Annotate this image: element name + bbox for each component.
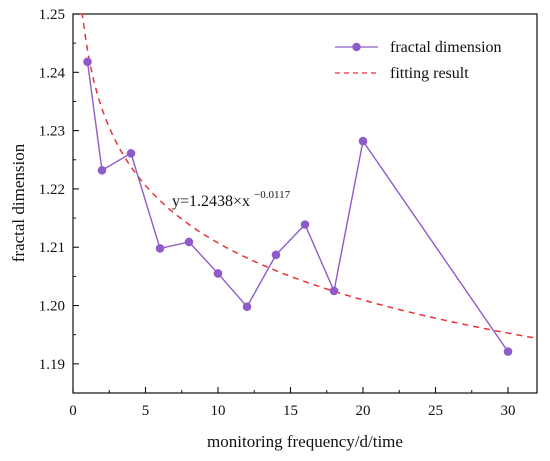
plot-frame [72,13,538,394]
fit-equation-annotation: y=1.2438×x −0.0117 [172,189,291,210]
fit-equation-base: y=1.2438×x [172,193,250,210]
fractal-dimension-layer [83,57,513,356]
y-tick-label: 1.23 [39,124,65,140]
y-tick-label: 1.20 [39,299,65,315]
fractal-dimension-point [503,347,513,356]
x-axis-title: monitoring frequency/d/time [207,432,403,451]
fractal-dimension-point [242,302,252,312]
y-axis-title: fractal dimension [9,143,28,262]
fitting-result-layer [80,13,535,339]
fractal-dimension-point [184,237,194,247]
y-tick-label: 1.22 [39,182,65,198]
fractal-dimension-point [329,286,339,296]
fractal-dimension-point [126,149,136,158]
fractal-dimension-point [83,57,92,67]
y-tick-label: 1.25 [39,7,65,23]
x-tick-label: 0 [69,403,77,419]
legend: fractal dimension fitting result [335,39,502,82]
y-tick-label: 1.24 [39,65,66,81]
legend-fitting-result-label: fitting result [390,65,469,82]
legend-fractal-dimension-label: fractal dimension [390,39,502,56]
fractal-dimension-line [86,61,509,352]
fitting-result-curve [80,13,535,339]
fractal-dimension-point [155,244,165,253]
fractal-dimension-point [271,250,281,260]
y-tick-label: 1.21 [39,240,65,256]
y-tick-label: 1.19 [39,357,65,373]
x-tick-label: 10 [211,403,226,419]
fit-equation-exponent: −0.0117 [254,189,291,201]
x-axis-ticks: 0 5 10 15 20 25 30 [69,387,516,419]
x-tick-label: 30 [501,403,516,419]
fractal-dimension-point [97,165,107,175]
x-tick-label: 20 [356,403,371,419]
fractal-dimension-point [358,136,368,146]
y-axis-ticks: 1.19 1.20 1.21 1.22 1.23 1.24 1.25 [39,7,79,373]
legend-fractal-dimension-marker [352,42,361,52]
x-tick-label: 15 [283,403,298,419]
fractal-dimension-point [300,220,310,229]
x-tick-label: 5 [142,403,150,419]
x-tick-label: 25 [428,403,443,419]
fractal-dimension-point [213,269,223,278]
